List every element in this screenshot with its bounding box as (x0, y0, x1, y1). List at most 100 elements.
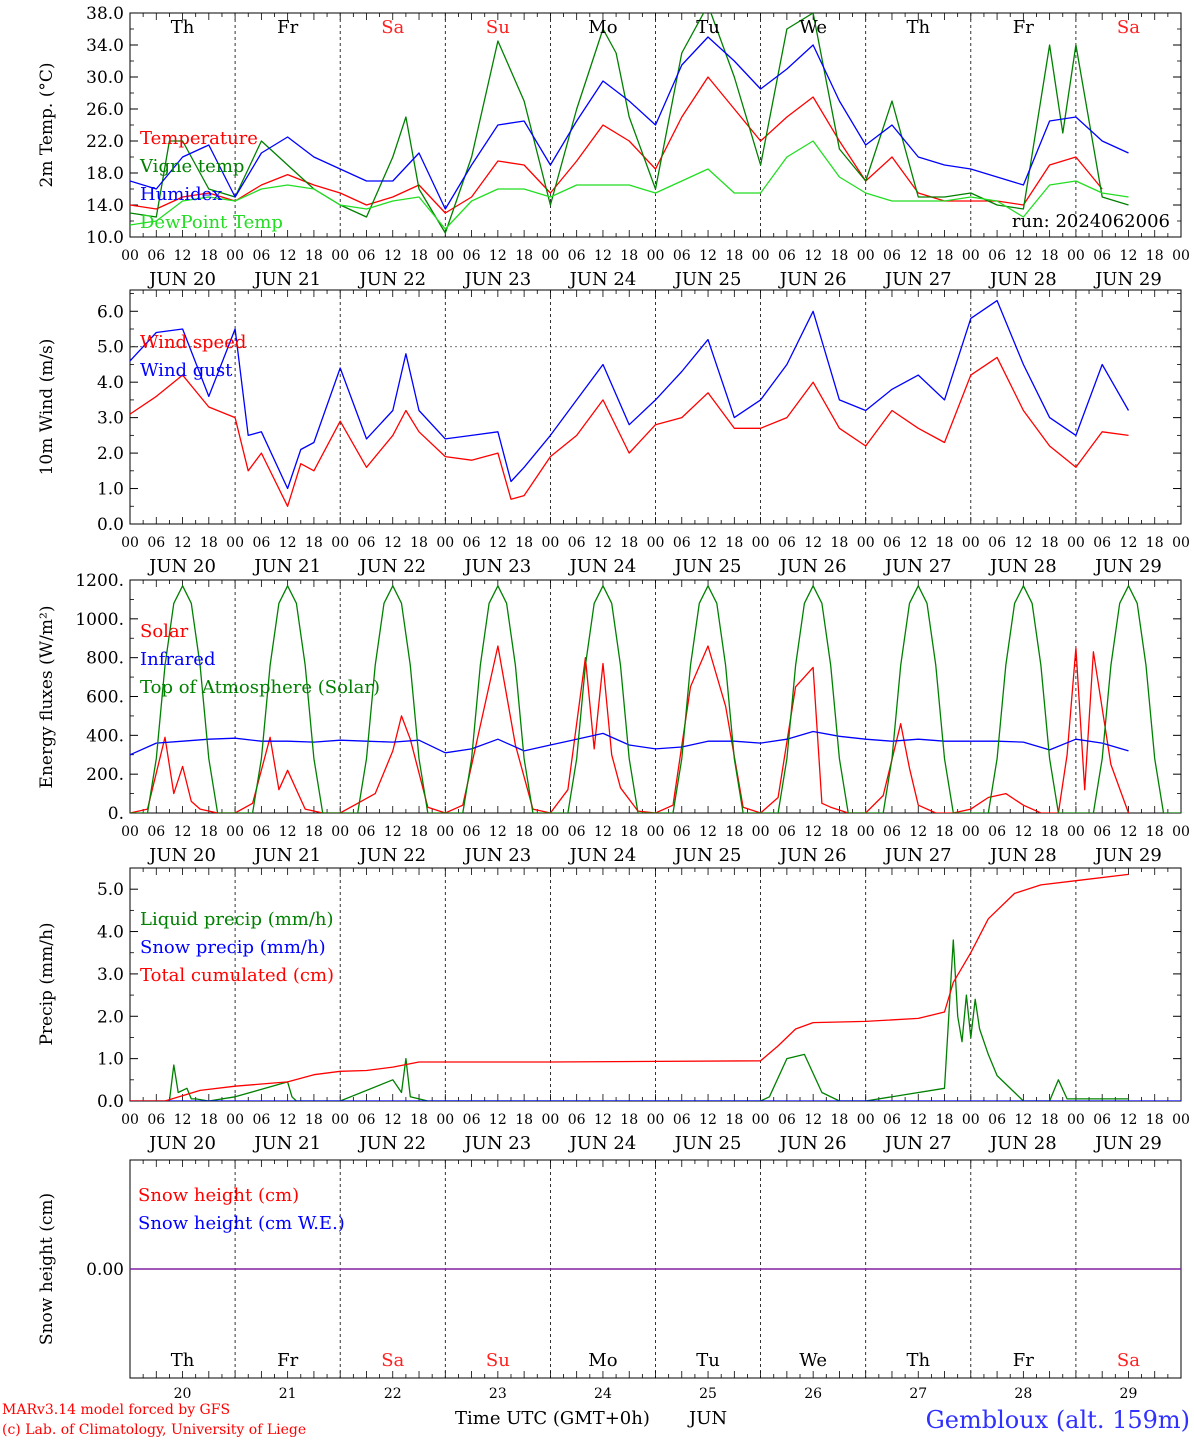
x-hour-label: 06 (358, 248, 376, 264)
x-hour-label: 12 (804, 1112, 822, 1128)
y-axis-label: Snow height (cm) (37, 1193, 57, 1345)
x-hour-label: 12 (594, 824, 612, 840)
x-hour-label: 12 (804, 535, 822, 551)
x-hour-label: 12 (1120, 824, 1138, 840)
x-hour-label: 00 (436, 248, 454, 264)
legend-entry: Liquid precip (mm/h) (140, 909, 334, 930)
x-hour-label: 00 (647, 248, 665, 264)
x-day-label: JUN 27 (883, 1133, 952, 1154)
y-tick-label: 5.0 (97, 338, 124, 358)
x-day-label: JUN 27 (883, 269, 952, 290)
x-hour-label: 18 (1041, 1112, 1059, 1128)
x-hour-label: 00 (331, 824, 349, 840)
x-hour-label: 12 (384, 824, 402, 840)
x-hour-label: 06 (988, 535, 1006, 551)
x-hour-label: 06 (568, 248, 586, 264)
x-hour-label: 06 (568, 1112, 586, 1128)
y-tick-label: 0.0 (97, 515, 124, 535)
x-hour-label: 12 (174, 824, 192, 840)
x-hour-label: 00 (647, 824, 665, 840)
x-hour-label: 18 (725, 535, 743, 551)
x-hour-label: 12 (804, 824, 822, 840)
x-hour-label: 18 (515, 1112, 533, 1128)
date-label: 23 (489, 1386, 507, 1402)
weekday-label: Th (906, 1350, 930, 1371)
y-tick-label: 1200. (75, 571, 124, 591)
x-hour-label: 00 (1172, 535, 1190, 551)
y-tick-label: 26.0 (86, 100, 124, 120)
legend-entry: Wind gust (140, 360, 233, 381)
x-hour-label: 18 (831, 824, 849, 840)
x-axis-title: Time UTC (GMT+0h) (455, 1408, 650, 1429)
x-day-label: JUN 28 (988, 1133, 1057, 1154)
x-hour-label: 00 (857, 248, 875, 264)
legend-entry: Temperature (140, 128, 258, 149)
x-hour-label: 00 (857, 535, 875, 551)
x-day-label: JUN 23 (462, 1133, 531, 1154)
series-group (130, 13, 1129, 234)
x-day-label: JUN 22 (357, 269, 426, 290)
x-hour-label: 06 (673, 824, 691, 840)
date-label: 27 (909, 1386, 927, 1402)
x-day-label: JUN 20 (147, 556, 216, 577)
legend-entry: Snow height (cm W.E.) (138, 1213, 345, 1234)
x-hour-label: 18 (620, 535, 638, 551)
x-hour-label: 18 (936, 248, 954, 264)
legend-entry: Infrared (140, 649, 215, 670)
weekday-label: Sa (381, 17, 404, 38)
y-tick-label: 3.0 (97, 965, 124, 985)
x-hour-label: 06 (147, 535, 165, 551)
x-hour-label: 12 (279, 248, 297, 264)
x-day-label: JUN 21 (252, 1133, 321, 1154)
date-label: 28 (1014, 1386, 1032, 1402)
x-hour-label: 12 (384, 1112, 402, 1128)
x-hour-label: 18 (831, 248, 849, 264)
x-hour-label: 00 (121, 248, 139, 264)
weekday-label: Sa (1117, 17, 1140, 38)
chart-panel-5: 0.00 Snow height (cm) Snow height (cm) Snow… (37, 1159, 1182, 1402)
x-hour-label: 00 (1172, 1112, 1190, 1128)
chart-panel-2: 0.0 1.0 2.0 3.0 4.0 5.0 6.0 10m Wind (m/s) Wind … (37, 289, 1190, 577)
x-hour-label: 12 (1120, 248, 1138, 264)
x-hour-label: 18 (305, 248, 323, 264)
x-day-label: JUN 24 (568, 269, 637, 290)
x-day-label: JUN 26 (778, 556, 847, 577)
x-hour-label: 00 (541, 1112, 559, 1128)
weekday-label: We (799, 17, 827, 38)
x-hour-label: 00 (647, 1112, 665, 1128)
weekday-label: Fr (1013, 17, 1034, 38)
x-day-label: JUN 22 (357, 1133, 426, 1154)
legend-entry: Top of Atmosphere (Solar) (140, 677, 380, 698)
x-hour-label: 06 (988, 824, 1006, 840)
credit-line-1: MARv3.14 model forced by GFS (2, 1402, 230, 1418)
weekday-label: We (799, 1350, 827, 1371)
legend-entry: Humidex (140, 184, 222, 205)
legend-entry: Solar (140, 621, 189, 642)
x-hour-label: 18 (410, 1112, 428, 1128)
x-hour-label: 00 (647, 535, 665, 551)
x-hour-label: 06 (463, 824, 481, 840)
x-hour-label: 06 (252, 824, 270, 840)
x-day-label: JUN 23 (462, 556, 531, 577)
x-hour-label: 00 (121, 824, 139, 840)
chart-panel-1: 10.0 14.0 18.0 22.0 26.0 30.0 34.0 38.0 2m Temp.… (37, 4, 1190, 290)
y-axis-label: 10m Wind (m/s) (37, 339, 57, 476)
weekday-label: Sa (1117, 1350, 1140, 1371)
x-hour-label: 00 (541, 248, 559, 264)
x-hour-label: 06 (463, 535, 481, 551)
x-hour-label: 18 (410, 248, 428, 264)
series-line-solar (130, 645, 1130, 813)
y-tick-label: 200. (86, 765, 124, 785)
x-hour-label: 12 (1120, 535, 1138, 551)
weekday-label: Th (906, 17, 930, 38)
x-hour-label: 06 (883, 824, 901, 840)
chart-panel-4: 0.0 1.0 2.0 3.0 4.0 5.0 Precip (mm/h) Liquid pr… (37, 867, 1190, 1154)
x-hour-label: 06 (358, 535, 376, 551)
x-hour-label: 00 (121, 535, 139, 551)
x-hour-label: 18 (936, 824, 954, 840)
x-day-label: JUN 21 (252, 556, 321, 577)
series-line-top-of-atmosphere-solar- (130, 585, 1181, 813)
y-tick-label: 34.0 (86, 36, 124, 56)
x-hour-label: 06 (463, 1112, 481, 1128)
